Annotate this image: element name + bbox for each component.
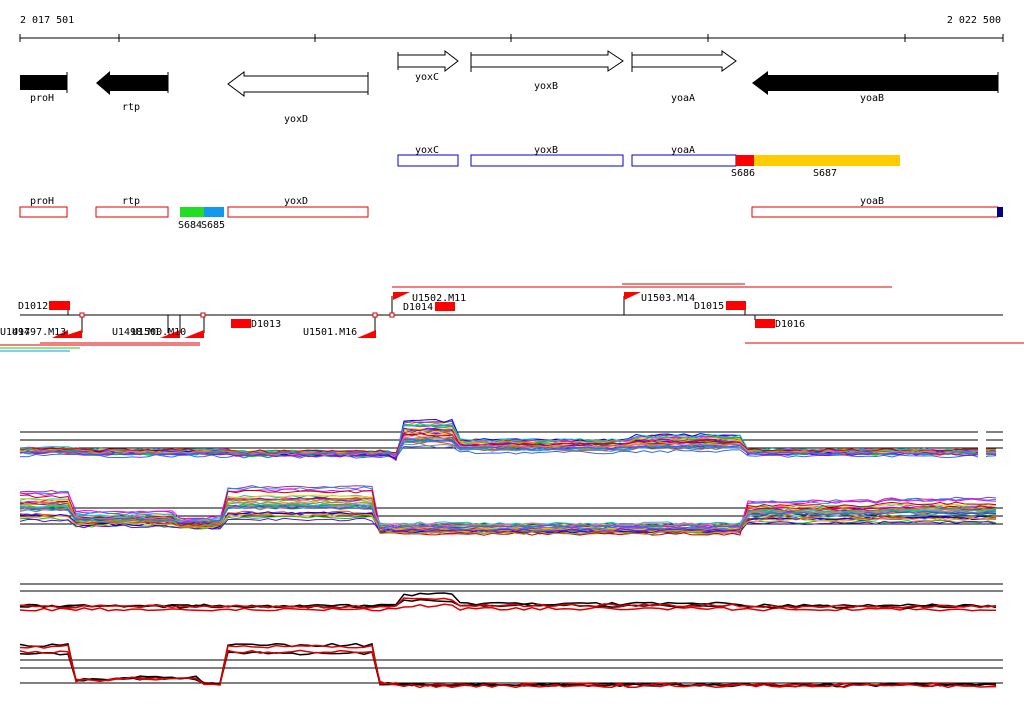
feature-label-U1502-M11: U1502.M11 xyxy=(412,293,466,304)
profile-trace xyxy=(19,513,997,533)
profile-trace xyxy=(19,644,997,689)
segment-label-S687: S687 xyxy=(813,168,837,179)
forward-summary-profiles xyxy=(19,583,1003,612)
forward-box-yoaA[interactable] xyxy=(631,154,737,167)
profile-trace xyxy=(19,497,997,533)
feature-D1014[interactable] xyxy=(435,302,455,311)
feature-D1012[interactable] xyxy=(49,301,70,310)
gene-label-yoxB: yoxB xyxy=(534,81,558,92)
profile-trace xyxy=(19,489,997,536)
profile-trace xyxy=(19,438,997,457)
profile-trace xyxy=(19,642,997,688)
reverse-box-rtp[interactable] xyxy=(95,206,169,218)
feature-label-D1014: D1014 xyxy=(403,302,433,313)
segment-label-S686: S686 xyxy=(731,168,755,179)
feature-label-U1498-M1: U1498.M1 xyxy=(112,327,160,338)
feature-D1013[interactable] xyxy=(231,319,251,328)
feature-label-U1500-M10: U1500.M10 xyxy=(132,327,186,338)
profile-trace xyxy=(19,597,997,609)
reverse-box-yoaB[interactable] xyxy=(751,206,999,218)
forward-transcript-track: yoxC yoxB yoaA S686 S687 xyxy=(397,145,900,179)
gene-yoxD[interactable]: yoxD xyxy=(227,71,369,125)
reverse-box-label-proH: proH xyxy=(30,196,54,207)
profile-trace xyxy=(19,435,997,456)
gene-yoxB[interactable]: yoxB xyxy=(470,50,624,92)
gene-yoxC[interactable]: yoxC xyxy=(397,49,459,83)
forward-expression-profiles xyxy=(19,418,1003,462)
feature-label-D1015: D1015 xyxy=(694,301,724,312)
profile-trace xyxy=(19,603,996,612)
segment-S687[interactable] xyxy=(754,155,900,166)
feature-U1497-shadow xyxy=(52,330,68,338)
forward-box-label-yoaA: yoaA xyxy=(671,145,695,156)
gene-rtp[interactable]: rtp xyxy=(96,71,169,113)
gene-label-yoxD: yoxD xyxy=(284,114,308,125)
feature-label-U1497: U1497 xyxy=(0,327,30,338)
feature-label-U1501-M16: U1501.M16 xyxy=(303,327,357,338)
axis-end-label: 2 022 500 xyxy=(947,15,1001,26)
feature-D1015[interactable] xyxy=(726,301,746,310)
reverse-box-label-rtp: rtp xyxy=(122,196,140,207)
feature-U1503-M14[interactable] xyxy=(624,292,641,300)
profile-trace xyxy=(19,651,997,687)
gene-label-rtp: rtp xyxy=(122,102,140,113)
reverse-box-yoxD[interactable] xyxy=(227,206,369,218)
feature-label-D1016: D1016 xyxy=(775,319,805,330)
profile-trace xyxy=(19,505,997,529)
gene-yoaB[interactable]: yoaB xyxy=(752,71,999,104)
reverse-box-yoaB-end xyxy=(997,207,1003,217)
reverse-box-proH[interactable] xyxy=(19,206,68,218)
feature-track: D1012 U1502.M11 D1014 U1503.M14 D1015 U1… xyxy=(0,283,1024,352)
reverse-box-label-yoxD: yoxD xyxy=(284,196,308,207)
reverse-box-label-yoaB: yoaB xyxy=(860,196,884,207)
forward-box-label-yoxB: yoxB xyxy=(534,145,558,156)
feature-label-U1503-M14: U1503.M14 xyxy=(641,293,695,304)
segment-S686[interactable] xyxy=(736,155,754,166)
feature-label-D1012: D1012 xyxy=(18,301,48,312)
reverse-transcript-track: proH rtp S684 S685 yoxD yoaB xyxy=(19,196,1003,231)
feature-label-U1497-M13: U1497.M13 xyxy=(12,327,66,338)
feature-U1498-M1[interactable] xyxy=(160,330,180,338)
gene-proH[interactable]: proH xyxy=(20,72,68,104)
feature-U1501-M16[interactable] xyxy=(357,330,376,338)
segment-S685[interactable] xyxy=(204,207,224,217)
feature-U1502-M11[interactable] xyxy=(393,292,410,300)
forward-box-yoxC[interactable] xyxy=(397,154,459,167)
segment-S684[interactable] xyxy=(180,207,204,217)
gene-track: proH rtp yoxD yoxC yoxB yoaA xyxy=(20,49,999,125)
forward-box-yoxB[interactable] xyxy=(470,154,624,167)
gene-label-yoaB: yoaB xyxy=(860,93,884,104)
reverse-summary-profiles xyxy=(19,642,1003,689)
feature-D1016[interactable] xyxy=(755,319,775,328)
profile-trace xyxy=(19,422,997,456)
feature-U1500-M10[interactable] xyxy=(184,330,204,338)
gene-label-yoaA: yoaA xyxy=(671,93,695,104)
gene-yoaA[interactable]: yoaA xyxy=(631,50,737,104)
segment-label-S684: S684 xyxy=(178,220,202,231)
axis-start-label: 2 017 501 xyxy=(20,15,74,26)
gene-label-yoxC: yoxC xyxy=(415,72,439,83)
profile-trace xyxy=(19,598,997,609)
reverse-expression-profiles xyxy=(19,485,1003,536)
panel-gap-marker xyxy=(978,428,986,458)
profile-trace xyxy=(19,498,997,535)
feature-label-D1013: D1013 xyxy=(251,319,281,330)
segment-label-S685: S685 xyxy=(201,220,225,231)
coordinate-axis: 2 017 501 2 022 500 xyxy=(19,15,1004,42)
gene-label-proH: proH xyxy=(30,93,54,104)
profile-trace xyxy=(19,505,997,527)
forward-box-label-yoxC: yoxC xyxy=(415,145,439,156)
